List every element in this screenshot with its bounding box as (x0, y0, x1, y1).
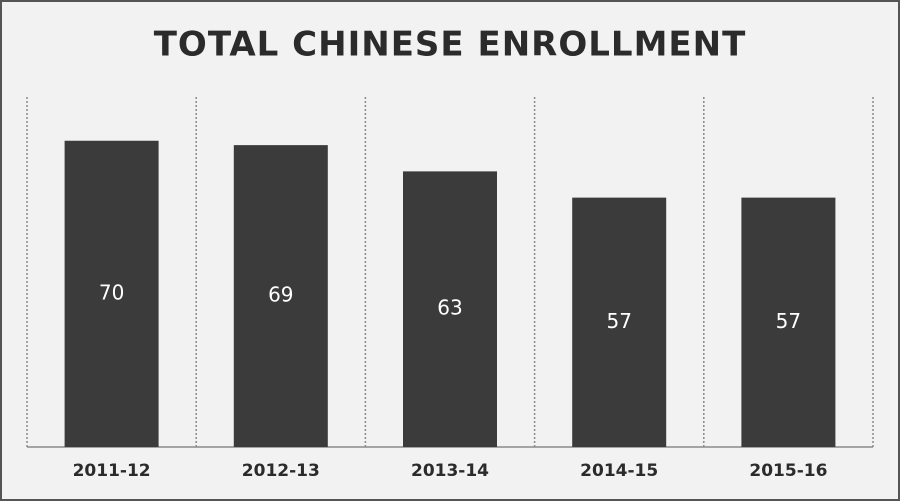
chart-title: TOTAL CHINESE ENROLLMENT (154, 25, 747, 65)
x-tick-label: 2012-13 (242, 461, 320, 481)
value-label: 63 (437, 296, 462, 320)
bar (64, 140, 159, 447)
bar (741, 197, 836, 447)
x-tick-label: 2015-16 (749, 461, 827, 481)
value-label: 57 (776, 309, 801, 333)
x-tick-label: 2013-14 (411, 461, 489, 481)
bar (572, 197, 667, 447)
value-label: 57 (606, 309, 631, 333)
x-tick-label: 2011-12 (73, 461, 151, 481)
value-label: 70 (99, 280, 124, 304)
bar (233, 145, 328, 447)
bar (403, 171, 497, 447)
x-tick-label: 2014-15 (580, 461, 658, 481)
value-label: 69 (268, 283, 293, 307)
